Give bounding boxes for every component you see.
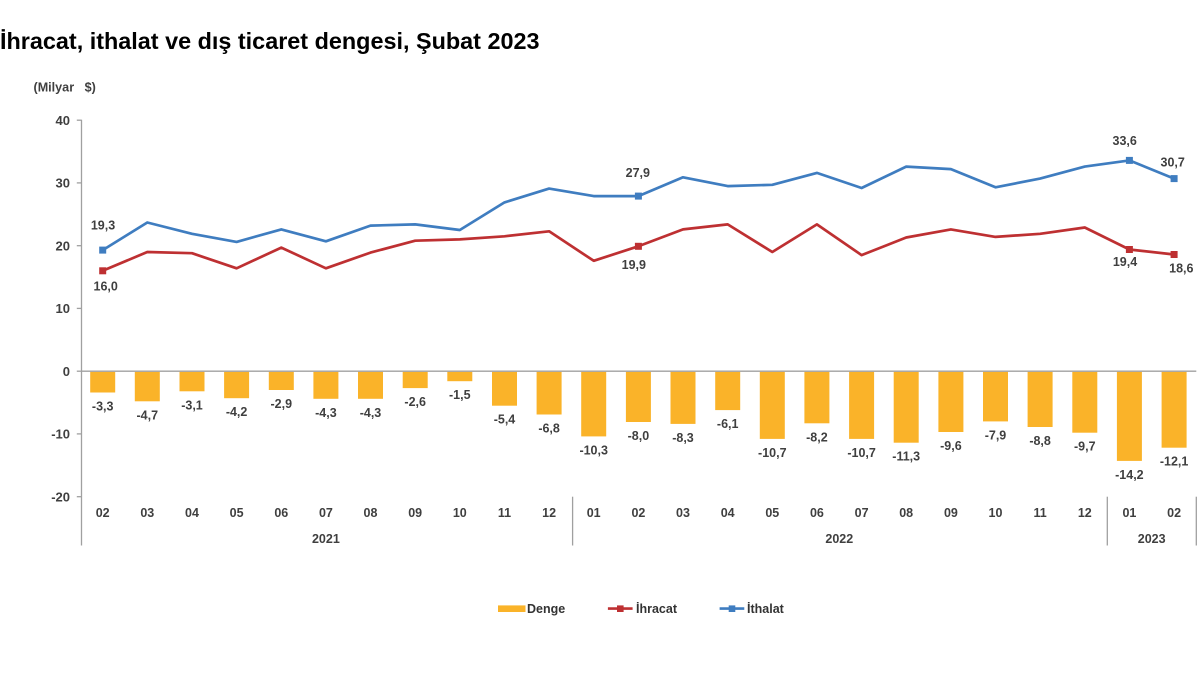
svg-text:-4,7: -4,7 [137,408,159,422]
svg-text:-9,6: -9,6 [940,439,962,453]
svg-text:40: 40 [56,113,70,128]
svg-text:11: 11 [498,506,511,520]
svg-text:08: 08 [364,506,378,520]
svg-text:01: 01 [1122,506,1136,520]
svg-text:06: 06 [810,506,824,520]
svg-text:-20: -20 [51,489,70,504]
svg-text:12: 12 [542,506,556,520]
svg-text:05: 05 [765,506,779,520]
svg-text:02: 02 [96,506,110,520]
svg-text:02: 02 [1167,506,1181,520]
svg-text:-12,1: -12,1 [1160,455,1189,469]
svg-text:-10,7: -10,7 [847,446,876,460]
svg-text:12: 12 [1078,506,1092,520]
svg-text:-8,0: -8,0 [628,429,650,443]
svg-text:08: 08 [899,506,913,520]
svg-text:27,9: 27,9 [626,166,650,180]
svg-text:16,0: 16,0 [94,280,118,294]
svg-text:19,4: 19,4 [1113,255,1137,269]
svg-text:(Milyar $): (Milyar $) [34,81,96,95]
svg-text:06: 06 [274,506,288,520]
svg-text:-8,8: -8,8 [1029,434,1051,448]
svg-text:30,7: 30,7 [1161,155,1185,169]
svg-text:-10,7: -10,7 [758,446,787,460]
svg-text:04: 04 [721,506,735,520]
svg-text:-4,3: -4,3 [315,406,337,420]
svg-text:Denge: Denge [527,602,565,616]
svg-text:-1,5: -1,5 [449,388,471,402]
svg-text:33,6: 33,6 [1113,134,1137,148]
svg-text:-11,3: -11,3 [892,450,920,464]
svg-text:-6,8: -6,8 [538,422,560,436]
svg-text:-6,1: -6,1 [717,417,739,431]
svg-text:-9,7: -9,7 [1074,440,1096,454]
svg-text:30: 30 [56,176,70,191]
svg-text:10: 10 [56,301,70,316]
svg-text:2023: 2023 [1138,532,1166,546]
svg-text:11: 11 [1033,506,1046,520]
svg-text:-7,9: -7,9 [985,428,1007,442]
svg-text:-2,9: -2,9 [271,397,293,411]
svg-text:-8,3: -8,3 [672,431,694,445]
svg-text:-5,4: -5,4 [494,413,516,427]
svg-text:-14,2: -14,2 [1115,468,1144,482]
svg-text:-2,6: -2,6 [404,395,426,409]
svg-text:-3,3: -3,3 [92,400,114,414]
svg-text:İthalat: İthalat [747,601,785,616]
svg-text:07: 07 [855,506,869,520]
svg-text:09: 09 [944,506,958,520]
svg-text:01: 01 [587,506,601,520]
svg-text:18,6: 18,6 [1169,262,1193,276]
svg-text:05: 05 [230,506,244,520]
svg-text:10: 10 [453,506,467,520]
svg-text:-4,2: -4,2 [226,405,248,419]
svg-text:İhracat: İhracat [636,601,678,616]
svg-text:-3,1: -3,1 [181,398,203,412]
svg-text:02: 02 [631,506,645,520]
svg-text:0: 0 [63,364,70,379]
svg-text:19,9: 19,9 [622,258,646,272]
svg-text:-8,2: -8,2 [806,430,828,444]
svg-text:2021: 2021 [312,532,340,546]
svg-text:10: 10 [989,506,1003,520]
svg-text:04: 04 [185,506,199,520]
svg-text:19,3: 19,3 [91,219,115,233]
svg-text:-4,3: -4,3 [360,406,382,420]
svg-text:-10,3: -10,3 [579,443,608,457]
svg-text:07: 07 [319,506,333,520]
svg-text:09: 09 [408,506,422,520]
svg-text:03: 03 [140,506,154,520]
svg-text:-10: -10 [51,427,70,442]
svg-text:20: 20 [56,238,70,253]
svg-text:2022: 2022 [825,532,853,546]
svg-text:03: 03 [676,506,690,520]
svg-text:İhracat, ithalat ve dış ticare: İhracat, ithalat ve dış ticaret dengesi,… [0,28,540,54]
